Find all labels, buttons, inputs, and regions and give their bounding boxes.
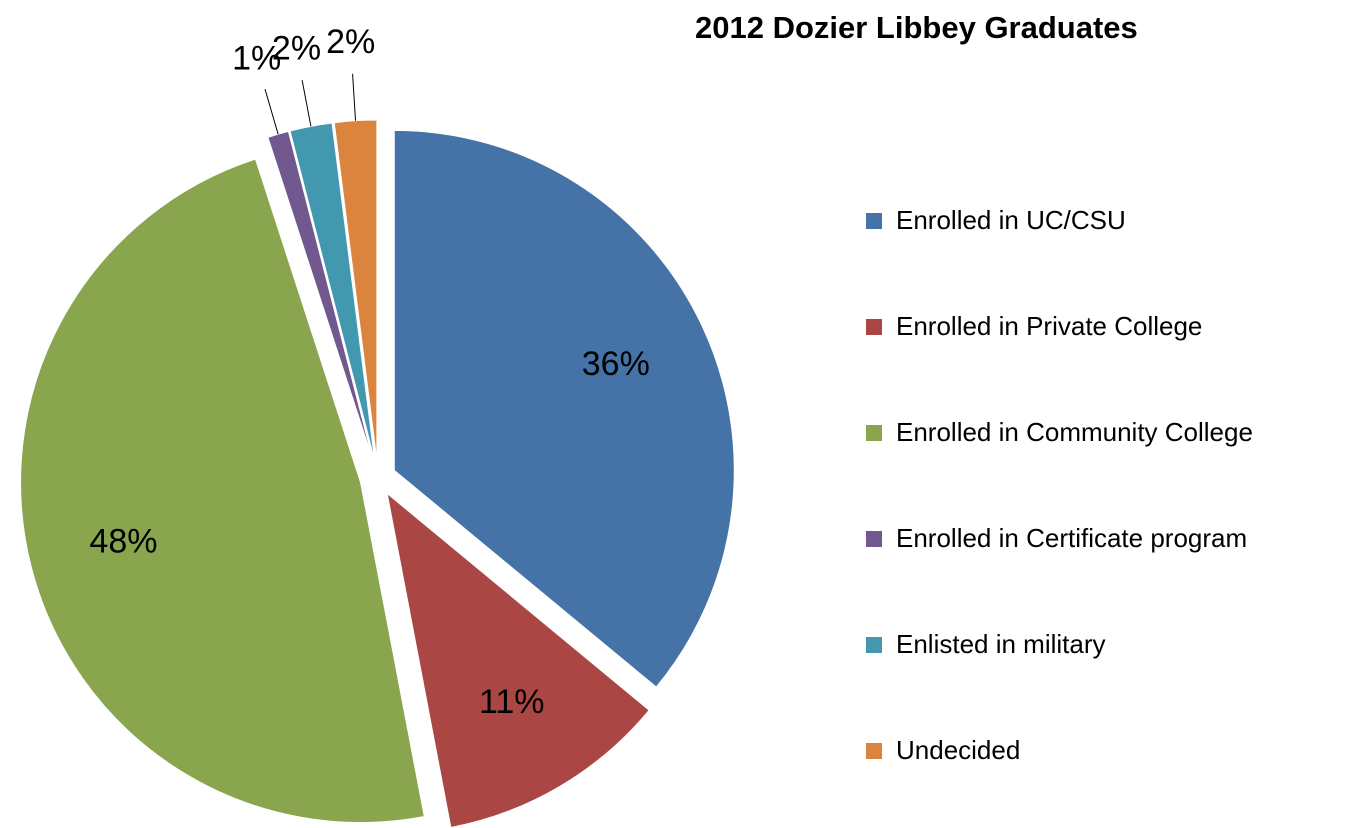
leader-line bbox=[352, 73, 357, 121]
chart-title: 2012 Dozier Libbey Graduates bbox=[695, 10, 1138, 45]
data-label: 2% bbox=[272, 30, 321, 68]
pie-slice bbox=[20, 158, 425, 823]
data-label: 11% bbox=[479, 683, 545, 721]
legend-label: Enrolled in Private College bbox=[896, 311, 1202, 341]
data-label: 2% bbox=[326, 23, 375, 61]
data-label: 36% bbox=[582, 345, 650, 383]
legend-label: Enrolled in Community College bbox=[896, 417, 1253, 447]
legend-swatch bbox=[866, 319, 882, 335]
pie-slice bbox=[289, 122, 376, 461]
legend-label: Enrolled in Certificate program bbox=[896, 523, 1247, 553]
legend-swatch bbox=[866, 213, 882, 229]
legend-label: Enrolled in UC/CSU bbox=[896, 205, 1126, 235]
legend-swatch bbox=[866, 425, 882, 441]
pie-slice bbox=[386, 492, 650, 828]
data-label: 1% bbox=[232, 39, 281, 77]
leader-line bbox=[264, 88, 279, 135]
legend-swatch bbox=[866, 531, 882, 547]
legend-swatch bbox=[866, 637, 882, 653]
legend-label: Undecided bbox=[896, 735, 1020, 765]
pie-slice bbox=[333, 119, 378, 461]
data-label: 48% bbox=[89, 522, 157, 560]
legend-label: Enlisted in military bbox=[896, 629, 1106, 659]
leader-line bbox=[301, 80, 312, 127]
legend-swatch bbox=[866, 743, 882, 759]
pie-slice bbox=[393, 129, 735, 688]
